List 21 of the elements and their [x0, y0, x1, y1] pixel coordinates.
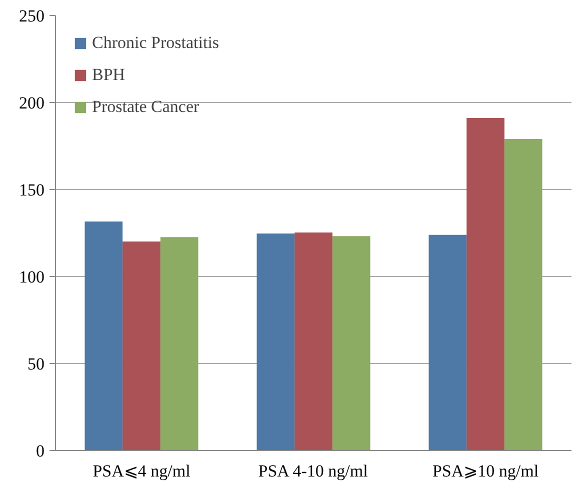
bar — [332, 236, 370, 450]
bar — [466, 118, 504, 450]
y-tick-label: 200 — [19, 94, 44, 112]
x-tick-label: PSA⩽4 ng/ml — [92, 462, 191, 480]
bar — [256, 234, 295, 450]
y-tick-label: 100 — [19, 268, 44, 286]
legend-label: Chronic Prostatitis — [92, 33, 220, 53]
bar — [84, 222, 123, 450]
y-tick-label: 50 — [28, 354, 44, 374]
bar — [122, 242, 160, 450]
bar — [160, 237, 198, 450]
bar — [294, 232, 332, 450]
x-tick-label: PSA⩾10 ng/ml — [432, 462, 539, 480]
x-tick-label: PSA 4-10 ng/ml — [258, 462, 368, 480]
y-tick-label: 150 — [19, 180, 44, 200]
legend-label: Prostate Cancer — [92, 97, 200, 117]
bar — [504, 139, 542, 450]
y-tick-label: 0 — [36, 442, 44, 460]
y-tick-label: 250 — [19, 6, 44, 26]
legend-label: BPH — [92, 65, 126, 85]
bar — [428, 234, 467, 450]
